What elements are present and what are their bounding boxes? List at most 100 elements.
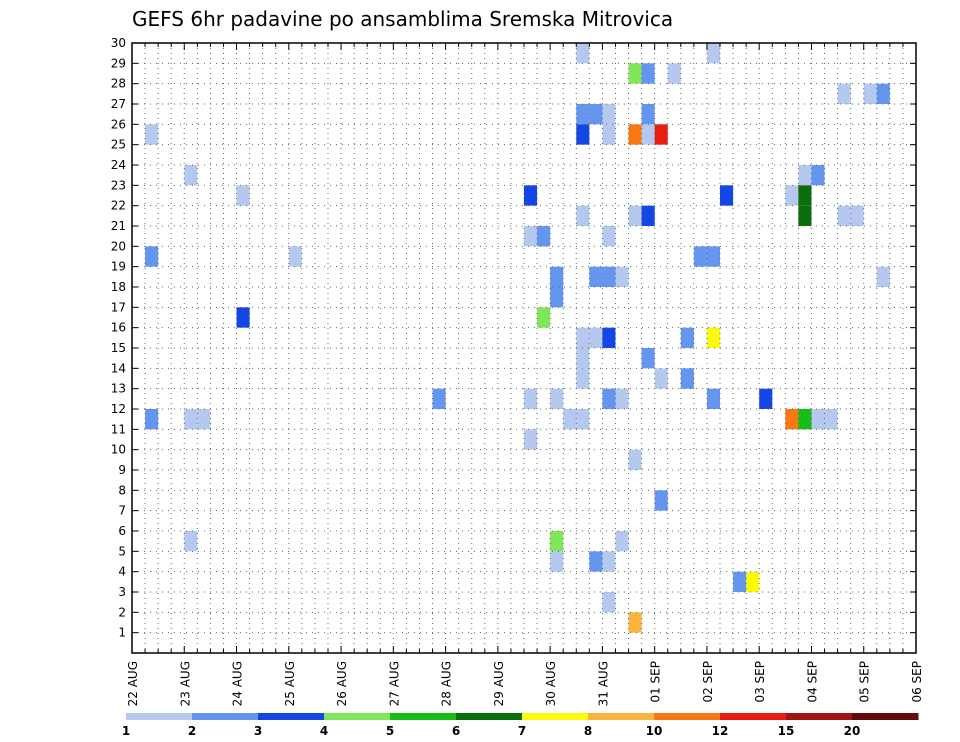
precip-cell	[706, 327, 720, 348]
precip-cell	[602, 266, 616, 287]
precip-cell	[537, 307, 551, 328]
x-tick-label: 01 SEP	[649, 661, 663, 703]
y-tick-label: 10	[111, 443, 126, 457]
precip-cell	[811, 409, 825, 430]
precip-cell	[550, 388, 564, 409]
precip-cell	[746, 571, 760, 592]
x-tick-label: 27 AUG	[387, 661, 401, 706]
precip-cell	[798, 165, 812, 186]
x-tick-label: 28 AUG	[440, 661, 454, 706]
precip-cell	[576, 43, 590, 64]
x-tick-label: 23 AUG	[178, 661, 192, 706]
x-tick-label: 03 SEP	[753, 661, 767, 703]
precip-cell	[798, 409, 812, 430]
precip-cell	[432, 388, 446, 409]
colorbar-swatch	[852, 713, 919, 720]
precip-cell	[837, 205, 851, 226]
precip-cell	[693, 246, 707, 267]
precip-cell	[641, 104, 655, 125]
precip-cell	[524, 429, 538, 450]
x-tick-label: 02 SEP	[701, 661, 715, 703]
precip-cell	[628, 205, 642, 226]
x-tick-label: 29 AUG	[492, 661, 506, 706]
precip-cell	[576, 104, 590, 125]
precip-cell	[680, 368, 694, 389]
colorbar-label: 15	[778, 724, 795, 738]
y-tick-label: 1	[118, 626, 126, 640]
colorbar-swatch	[192, 713, 259, 720]
precip-cell	[850, 205, 864, 226]
colorbar-swatch	[588, 713, 655, 720]
x-tick-label: 04 SEP	[805, 661, 819, 703]
precip-cell	[550, 287, 564, 308]
x-tick-label: 24 AUG	[231, 661, 245, 706]
precip-cell	[785, 409, 799, 430]
grid-lines	[132, 42, 916, 653]
precip-cell	[759, 388, 773, 409]
x-tick-label: 30 AUG	[544, 661, 558, 706]
precip-cell	[184, 409, 198, 430]
colorbar-label: 3	[254, 724, 262, 738]
colorbar-label: 20	[844, 724, 861, 738]
colorbar-swatch	[720, 713, 787, 720]
colorbar-swatch	[456, 713, 523, 720]
precip-cell	[641, 63, 655, 84]
y-tick-label: 8	[118, 483, 126, 497]
precip-cell	[576, 368, 590, 389]
y-tick-label: 16	[111, 321, 126, 335]
precip-cell	[706, 43, 720, 64]
precip-cell	[811, 165, 825, 186]
y-tick-label: 17	[111, 300, 126, 314]
precip-cell	[550, 266, 564, 287]
precip-cell	[628, 63, 642, 84]
precip-cell	[550, 551, 564, 572]
y-tick-label: 9	[118, 463, 126, 477]
precip-cell	[602, 388, 616, 409]
colorbar-label: 12	[712, 724, 729, 738]
precip-cell	[706, 388, 720, 409]
y-tick-label: 30	[111, 36, 126, 50]
precip-cell	[524, 185, 538, 206]
y-axis-ticks: 1234567891011121314151617181920212223242…	[111, 36, 916, 640]
precip-cell	[798, 185, 812, 206]
y-tick-label: 6	[118, 524, 126, 538]
precip-cell	[628, 449, 642, 470]
y-tick-label: 2	[118, 605, 126, 619]
precip-cell	[563, 409, 577, 430]
x-tick-label: 05 SEP	[858, 661, 872, 703]
precip-cell	[654, 490, 668, 511]
precip-cell	[641, 205, 655, 226]
precip-cell	[589, 327, 603, 348]
colorbar-label: 2	[188, 724, 196, 738]
y-tick-label: 13	[111, 382, 126, 396]
precip-cell	[628, 124, 642, 145]
precip-cell	[733, 571, 747, 592]
colorbar-swatch	[522, 713, 589, 720]
colorbar-label: 1	[122, 724, 130, 738]
x-tick-label: 31 AUG	[596, 661, 610, 706]
y-tick-label: 26	[111, 117, 126, 131]
precip-cell	[602, 226, 616, 247]
precip-cell	[641, 124, 655, 145]
colorbar-swatch	[390, 713, 457, 720]
precip-cell	[824, 409, 838, 430]
y-tick-label: 18	[111, 280, 126, 294]
precip-cell	[576, 124, 590, 145]
precip-cell	[680, 327, 694, 348]
precip-cell	[602, 592, 616, 613]
colorbar-swatch	[258, 713, 325, 720]
y-tick-label: 5	[118, 544, 126, 558]
y-tick-label: 27	[111, 97, 126, 111]
y-tick-label: 4	[118, 565, 126, 579]
precip-cell	[602, 124, 616, 145]
x-tick-label: 26 AUG	[335, 661, 349, 706]
precip-cell	[589, 104, 603, 125]
y-tick-label: 12	[111, 402, 126, 416]
precip-cell	[236, 185, 250, 206]
precip-cell	[863, 83, 877, 104]
colorbar-label: 4	[320, 724, 328, 738]
precip-cell	[589, 266, 603, 287]
precip-cell	[576, 327, 590, 348]
precip-cell	[550, 531, 564, 552]
